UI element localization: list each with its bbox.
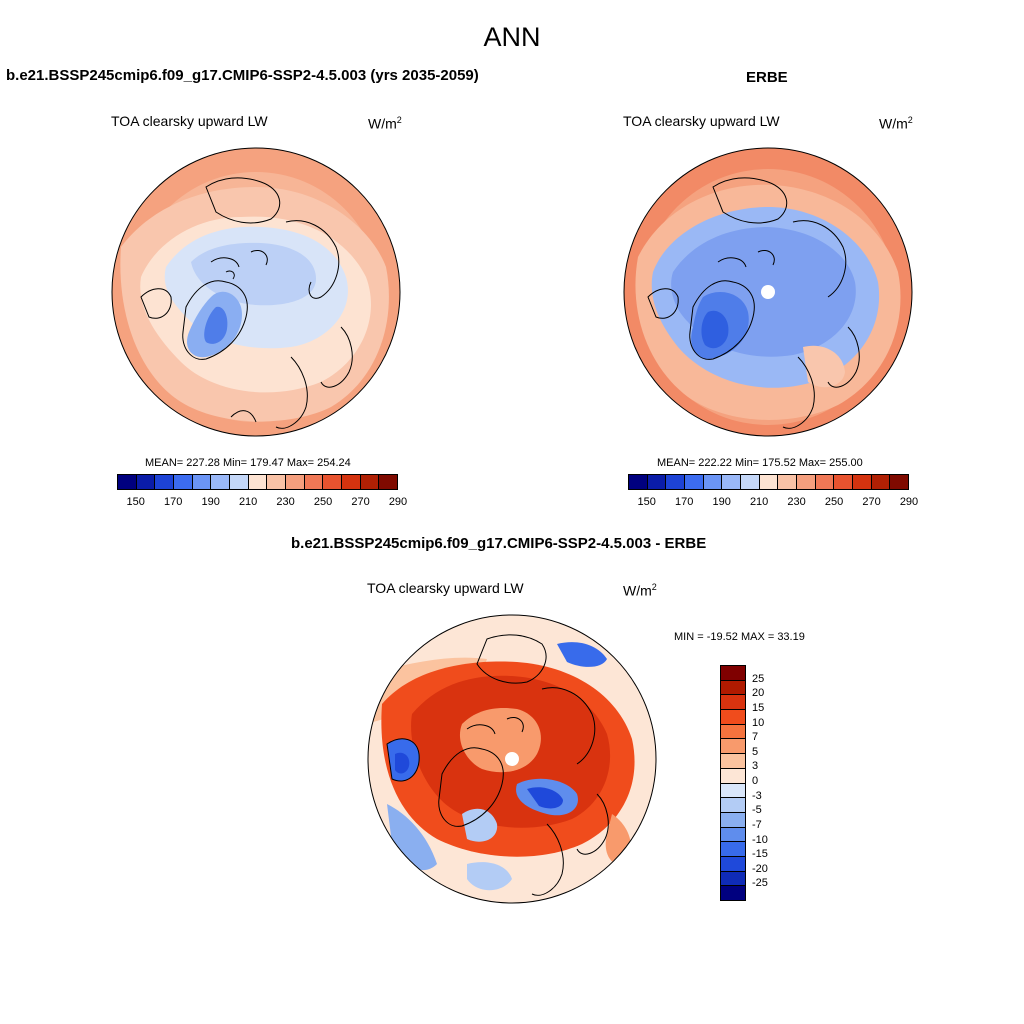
- colorbar-tick-label: 25: [752, 672, 765, 685]
- colorbar-tick-label: 170: [164, 496, 183, 508]
- colorbar-tick-label: 250: [313, 496, 333, 508]
- panel3-units: W/m2: [623, 582, 657, 599]
- colorbar-swatch: [890, 475, 909, 489]
- panel3-colorbar: [720, 665, 746, 901]
- colorbar-swatch: [230, 475, 249, 489]
- colorbar-swatch: [853, 475, 872, 489]
- panel1-variable-label: TOA clearsky upward LW: [111, 113, 268, 129]
- colorbar-swatch: [703, 475, 723, 489]
- colorbar-tick-label: 210: [238, 496, 258, 508]
- colorbar-tick-label: -20: [752, 862, 768, 875]
- main-title: ANN: [483, 22, 541, 52]
- colorbar-swatch: [342, 475, 361, 489]
- colorbar-swatch: [797, 475, 816, 489]
- colorbar-tick-label: 250: [824, 496, 844, 508]
- colorbar-swatch: [722, 475, 742, 489]
- colorbar-swatch: [721, 768, 745, 784]
- colorbar-swatch: [721, 739, 745, 755]
- colorbar-tick-label: 7: [752, 731, 759, 744]
- colorbar-swatch: [721, 812, 745, 828]
- colorbar-tick-label: -10: [752, 833, 768, 846]
- colorbar-swatch: [685, 475, 704, 489]
- colorbar-tick-label: 15: [752, 701, 765, 714]
- colorbar-tick-label: 290: [899, 496, 919, 508]
- colorbar-tick-label: 190: [201, 496, 220, 508]
- colorbar-tick-label: -3: [752, 789, 762, 802]
- colorbar-swatch: [379, 475, 398, 489]
- colorbar-swatch: [721, 856, 745, 872]
- panel1-colorbar: [117, 474, 398, 490]
- colorbar-swatch: [778, 475, 798, 489]
- panel1-title: b.e21.BSSP245cmip6.f09_g17.CMIP6-SSP2-4.…: [6, 67, 479, 84]
- colorbar-tick-label: 3: [752, 760, 759, 773]
- colorbar-swatch: [721, 827, 745, 843]
- colorbar-swatch: [192, 475, 212, 489]
- colorbar-tick-label: 190: [712, 496, 731, 508]
- colorbar-swatch: [741, 475, 760, 489]
- panel2-polar-map: [623, 147, 913, 437]
- colorbar-swatch: [834, 475, 854, 489]
- colorbar-tick-label: 230: [787, 496, 806, 508]
- panel2-colorbar: [628, 474, 909, 490]
- colorbar-swatch: [629, 475, 648, 489]
- panel1-stats: MEAN= 227.28 Min= 179.47 Max= 254.24: [145, 457, 351, 469]
- colorbar-swatch: [721, 724, 745, 740]
- colorbar-swatch: [248, 475, 268, 489]
- colorbar-swatch: [360, 475, 380, 489]
- colorbar-tick-label: 270: [351, 496, 370, 508]
- colorbar-swatch: [721, 666, 745, 681]
- colorbar-tick-label: -7: [752, 818, 762, 831]
- colorbar-swatch: [267, 475, 287, 489]
- colorbar-swatch: [721, 754, 745, 769]
- colorbar-tick-label: 210: [749, 496, 769, 508]
- colorbar-swatch: [721, 680, 745, 696]
- colorbar-swatch: [136, 475, 156, 489]
- panel1-polar-map: [111, 147, 401, 437]
- colorbar-tick-label: 170: [675, 496, 694, 508]
- colorbar-swatch: [286, 475, 305, 489]
- panel3-colorbar-ticks: 25 20 15 10 7 5 3 0 -3 -5 -7 -10 -15 -20 -25: [752, 665, 792, 899]
- colorbar-tick-label: 10: [752, 716, 765, 729]
- colorbar-tick-label: 290: [388, 496, 408, 508]
- colorbar-tick-label: -25: [752, 877, 768, 890]
- panel3-polar-map: [367, 614, 657, 904]
- colorbar-tick-label: 150: [637, 496, 656, 508]
- panel2-stats: MEAN= 222.22 Min= 175.52 Max= 255.00: [657, 457, 863, 469]
- colorbar-swatch: [721, 798, 745, 813]
- colorbar-swatch: [721, 842, 745, 857]
- panel1-units: W/m2: [368, 115, 402, 132]
- colorbar-swatch: [211, 475, 231, 489]
- colorbar-swatch: [721, 871, 745, 887]
- colorbar-swatch: [155, 475, 175, 489]
- colorbar-tick-label: 270: [862, 496, 881, 508]
- colorbar-tick-label: -5: [752, 804, 762, 817]
- colorbar-swatch: [174, 475, 193, 489]
- colorbar-tick-label: 5: [752, 745, 759, 758]
- colorbar-swatch: [721, 886, 745, 900]
- colorbar-tick-label: 150: [126, 496, 145, 508]
- colorbar-swatch: [304, 475, 324, 489]
- colorbar-tick-label: -15: [752, 848, 768, 861]
- panel3-title: b.e21.BSSP245cmip6.f09_g17.CMIP6-SSP2-4.…: [291, 535, 707, 552]
- panel3-stats: MIN = -19.52 MAX = 33.19: [674, 631, 805, 643]
- colorbar-swatch: [118, 475, 137, 489]
- panel2-variable-label: TOA clearsky upward LW: [623, 113, 780, 129]
- colorbar-swatch: [323, 475, 343, 489]
- panel2-units: W/m2: [879, 115, 913, 132]
- colorbar-swatch: [721, 695, 745, 711]
- colorbar-swatch: [721, 783, 745, 799]
- panel3-variable-label: TOA clearsky upward LW: [367, 580, 524, 596]
- colorbar-swatch: [647, 475, 667, 489]
- colorbar-swatch: [871, 475, 891, 489]
- colorbar-swatch: [759, 475, 779, 489]
- colorbar-tick-label: 20: [752, 687, 765, 700]
- colorbar-tick-label: 230: [276, 496, 295, 508]
- colorbar-tick-label: 0: [752, 775, 759, 787]
- colorbar-swatch: [666, 475, 686, 489]
- panel2-title: ERBE: [746, 69, 788, 86]
- colorbar-swatch: [815, 475, 835, 489]
- colorbar-swatch: [721, 710, 745, 725]
